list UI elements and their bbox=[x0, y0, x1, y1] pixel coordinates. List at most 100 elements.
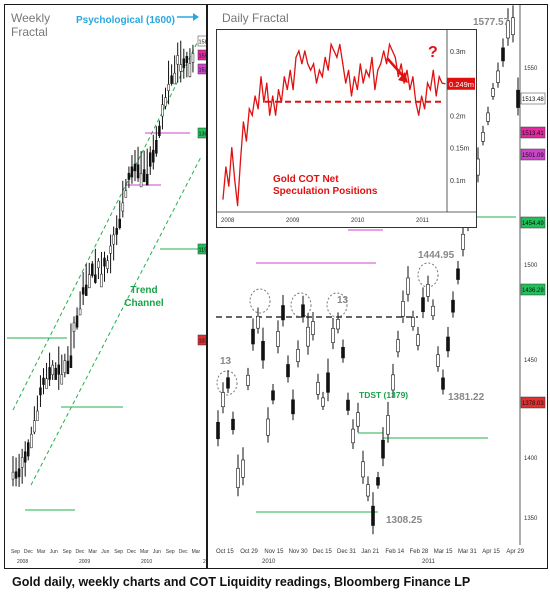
cot-point-75 bbox=[441, 82, 443, 84]
weekly-candle-20 bbox=[72, 322, 76, 332]
cot-point-16 bbox=[269, 114, 271, 116]
cot-point-22 bbox=[286, 89, 288, 91]
weekly-x-tick-11: Jun bbox=[153, 549, 161, 555]
weekly-x-tick-2: Mar bbox=[37, 549, 46, 555]
daily-candle-25 bbox=[341, 346, 345, 359]
countdown-circle-0 bbox=[216, 370, 238, 396]
weekly-candle-44 bbox=[145, 173, 149, 186]
weekly-candle-34 bbox=[115, 228, 118, 235]
weekly-candle-35 bbox=[118, 218, 121, 229]
daily-candle-29 bbox=[361, 461, 365, 478]
daily-candle-57 bbox=[501, 47, 505, 62]
weekly-candle-24 bbox=[84, 284, 88, 296]
daily-y-tick-2: 1450 bbox=[524, 358, 538, 364]
daily-x-tick-12: Apr 29 bbox=[506, 549, 524, 555]
daily-candle-48 bbox=[456, 268, 460, 280]
daily-x-tick-1: Oct 29 bbox=[240, 549, 258, 555]
weekly-x-tick-13: Dec bbox=[179, 549, 188, 555]
weekly-x-tick-0: Sep bbox=[11, 549, 20, 555]
cot-current-marker bbox=[447, 77, 475, 90]
daily-candle-33 bbox=[381, 439, 385, 459]
figure-caption: Gold daily, weekly charts and COT Liquid… bbox=[12, 575, 471, 589]
countdown-circle-1 bbox=[249, 288, 271, 314]
cot-point-50 bbox=[368, 76, 370, 78]
daily-price-marker-5 bbox=[520, 396, 546, 409]
weekly-x-tick-4: Sep bbox=[63, 549, 72, 555]
psychological-arrowhead bbox=[193, 13, 199, 21]
cot-point-25 bbox=[295, 56, 297, 58]
weekly-candle-11 bbox=[45, 378, 48, 389]
cot-chart: 0.3m0.25m0.2m0.15m0.1m20082009201020110.… bbox=[217, 30, 476, 224]
weekly-candle-30 bbox=[103, 257, 106, 267]
weekly-candle-26 bbox=[91, 263, 94, 276]
cot-point-53 bbox=[377, 69, 379, 71]
daily-x-tick-6: Jan 21 bbox=[361, 549, 380, 555]
weekly-candle-0 bbox=[11, 471, 15, 480]
weekly-candle-48 bbox=[158, 125, 161, 137]
weekly-candle-12 bbox=[48, 367, 51, 380]
cot-inset: 0.3m0.25m0.2m0.15m0.1m20082009201020110.… bbox=[216, 29, 477, 228]
daily-price-marker-3 bbox=[520, 216, 546, 229]
weekly-candle-29 bbox=[100, 273, 103, 288]
cot-title: Gold COT Net Speculation Positions bbox=[273, 174, 378, 197]
weekly-candle-16 bbox=[60, 374, 64, 385]
daily-x-tick-4: Dec 15 bbox=[313, 549, 333, 555]
daily-candle-21 bbox=[321, 397, 325, 407]
cot-point-76 bbox=[444, 83, 446, 85]
weekly-price-marker-4 bbox=[197, 243, 206, 255]
daily-candle-7 bbox=[251, 328, 255, 345]
daily-candle-15 bbox=[291, 399, 295, 415]
cot-point-63 bbox=[406, 69, 408, 71]
cot-point-41 bbox=[342, 63, 344, 65]
cot-point-49 bbox=[365, 69, 367, 71]
weekly-candle-5 bbox=[27, 442, 30, 457]
weekly-candle-51 bbox=[167, 84, 170, 91]
cot-point-8 bbox=[245, 140, 247, 142]
cot-point-9 bbox=[248, 108, 250, 110]
daily-candle-13 bbox=[281, 305, 285, 321]
weekly-candle-38 bbox=[127, 173, 131, 180]
cot-point-69 bbox=[424, 108, 426, 110]
weekly-year-tick-2: 2010 bbox=[141, 559, 152, 565]
daily-x-tick-0: Oct 15 bbox=[216, 549, 234, 555]
cot-point-37 bbox=[330, 43, 332, 45]
cot-y-tick-4: 0.1m bbox=[450, 178, 466, 185]
cot-point-66 bbox=[415, 101, 417, 103]
daily-candle-11 bbox=[271, 390, 275, 401]
cot-point-33 bbox=[318, 69, 320, 71]
cot-point-30 bbox=[310, 69, 312, 71]
daily-candle-5 bbox=[241, 459, 245, 478]
cot-point-51 bbox=[371, 56, 373, 58]
weekly-candle-13 bbox=[51, 364, 54, 375]
daily-year-tick-0: 2010 bbox=[262, 559, 276, 565]
daily-candle-36 bbox=[396, 339, 400, 353]
channel-lower-line bbox=[30, 156, 202, 486]
cot-point-54 bbox=[380, 63, 382, 65]
weekly-candle-39 bbox=[130, 166, 134, 178]
cot-y-tick-0: 0.3m bbox=[450, 49, 466, 56]
peak-feb-label: 1444.95 bbox=[418, 250, 455, 261]
cot-point-38 bbox=[333, 50, 335, 52]
weekly-candle-53 bbox=[173, 72, 176, 85]
weekly-candle-27 bbox=[94, 274, 97, 283]
cot-point-18 bbox=[275, 114, 277, 116]
cot-point-28 bbox=[304, 50, 306, 52]
cot-point-68 bbox=[421, 95, 423, 97]
daily-x-tick-11: Apr 15 bbox=[482, 549, 500, 555]
daily-y-tick-1: 1500 bbox=[524, 263, 538, 269]
cot-point-36 bbox=[327, 69, 329, 71]
daily-candle-9 bbox=[261, 341, 265, 361]
daily-price-label-5: 1378.03 bbox=[522, 401, 544, 407]
weekly-candle-14 bbox=[54, 367, 57, 380]
cot-point-43 bbox=[348, 69, 350, 71]
weekly-candle-58 bbox=[188, 63, 192, 77]
cot-point-32 bbox=[315, 82, 318, 84]
cot-point-20 bbox=[280, 101, 282, 103]
weekly-price-label-1: 1554.5 bbox=[199, 54, 207, 60]
cot-point-11 bbox=[254, 95, 256, 97]
channel-upper-line bbox=[12, 34, 202, 411]
daily-candle-4 bbox=[236, 468, 240, 488]
cot-point-60 bbox=[397, 76, 399, 78]
weekly-price-label-0: 1587.9 bbox=[199, 40, 207, 46]
low-mar-label: 1381.22 bbox=[448, 392, 485, 403]
